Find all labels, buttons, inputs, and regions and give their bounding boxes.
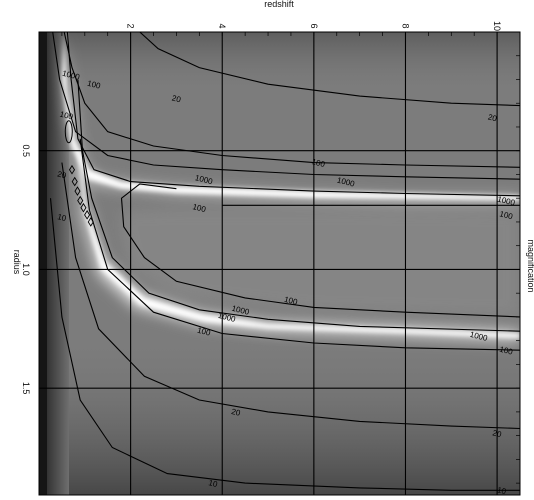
contour-label-12: 100 bbox=[499, 209, 515, 221]
field-lower-shade bbox=[39, 335, 520, 495]
axis-ticks: 2 4 6 8 10 0.5 1.0 1.5 bbox=[21, 21, 520, 484]
grid-lines bbox=[39, 32, 520, 495]
contour-diamond-1 bbox=[71, 176, 78, 187]
field-inner-plateau bbox=[121, 207, 520, 317]
contour-label-15: 1000 bbox=[217, 311, 237, 324]
contour-diamond-6 bbox=[87, 217, 94, 227]
contour-label-5: 20 bbox=[56, 170, 67, 181]
contour-diamond-2 bbox=[74, 186, 81, 196]
colorbar-title: magnification bbox=[526, 239, 534, 292]
field-upper-shade bbox=[39, 32, 520, 92]
x-tick-label-10: 10 bbox=[492, 21, 502, 31]
contour-label-2: 1000 bbox=[61, 69, 81, 82]
contour-label-17: 1000 bbox=[469, 330, 489, 343]
contour-label-0: 20 bbox=[171, 94, 182, 105]
y-tick-label-1.5: 1.5 bbox=[21, 382, 31, 395]
contour-line-20-8 bbox=[61, 162, 520, 430]
contour-label-20: 20 bbox=[492, 428, 503, 439]
contour-lines bbox=[49, 32, 520, 491]
contour-label-1: 20 bbox=[487, 113, 498, 124]
field-left-edge bbox=[39, 32, 47, 495]
caustic-core-upper bbox=[61, 32, 520, 201]
contour-label-16: 100 bbox=[196, 326, 212, 338]
contour-label-21: 10 bbox=[208, 478, 219, 489]
grayscale-magnification-field bbox=[39, 32, 520, 495]
y-tick-label-1.0: 1.0 bbox=[21, 263, 31, 276]
contour-line-20-1 bbox=[63, 32, 520, 168]
contour-label-3: 100 bbox=[86, 79, 102, 91]
contour-diamond-5 bbox=[84, 209, 91, 220]
contour-line-20-0 bbox=[139, 32, 520, 107]
contour-label-11: 1000 bbox=[496, 195, 516, 208]
x-tick-label-2: 2 bbox=[126, 23, 136, 28]
contour-line-100-5 bbox=[120, 183, 520, 318]
contour-label-14: 1000 bbox=[231, 304, 251, 317]
contour-label-22: 10 bbox=[496, 485, 507, 496]
x-tick-label-4: 4 bbox=[217, 23, 227, 28]
plot-frame bbox=[38, 31, 521, 496]
contour-diamond-0 bbox=[68, 164, 76, 175]
contour-label-7: 100 bbox=[311, 157, 327, 169]
contour-label-19: 20 bbox=[230, 407, 241, 418]
contour-line-1000-3 bbox=[66, 32, 520, 197]
contour-line-10-9 bbox=[49, 198, 520, 491]
contour-label-9: 1000 bbox=[336, 176, 356, 189]
x-tick-label-8: 8 bbox=[400, 23, 410, 28]
contour-label-18: 100 bbox=[499, 345, 515, 357]
contour-loop-1000 bbox=[64, 120, 73, 144]
contour-label-13: 100 bbox=[283, 295, 299, 307]
y-tick-label-0.5: 0.5 bbox=[21, 144, 31, 157]
contour-label-8: 1000 bbox=[194, 173, 214, 186]
contour-line-1000-4 bbox=[77, 79, 520, 332]
y-axis-title: radius bbox=[12, 250, 22, 275]
x-axis-title: redshift bbox=[264, 0, 294, 9]
contour-diamond-4 bbox=[80, 202, 87, 213]
contour-diamond-3 bbox=[77, 195, 84, 206]
contour-label-6: 10 bbox=[56, 212, 67, 223]
contour-line-100-2 bbox=[52, 32, 520, 180]
x-tick-label-6: 6 bbox=[309, 23, 319, 28]
contour-label-4: 100 bbox=[59, 110, 75, 122]
contour-label-10: 100 bbox=[192, 202, 208, 214]
